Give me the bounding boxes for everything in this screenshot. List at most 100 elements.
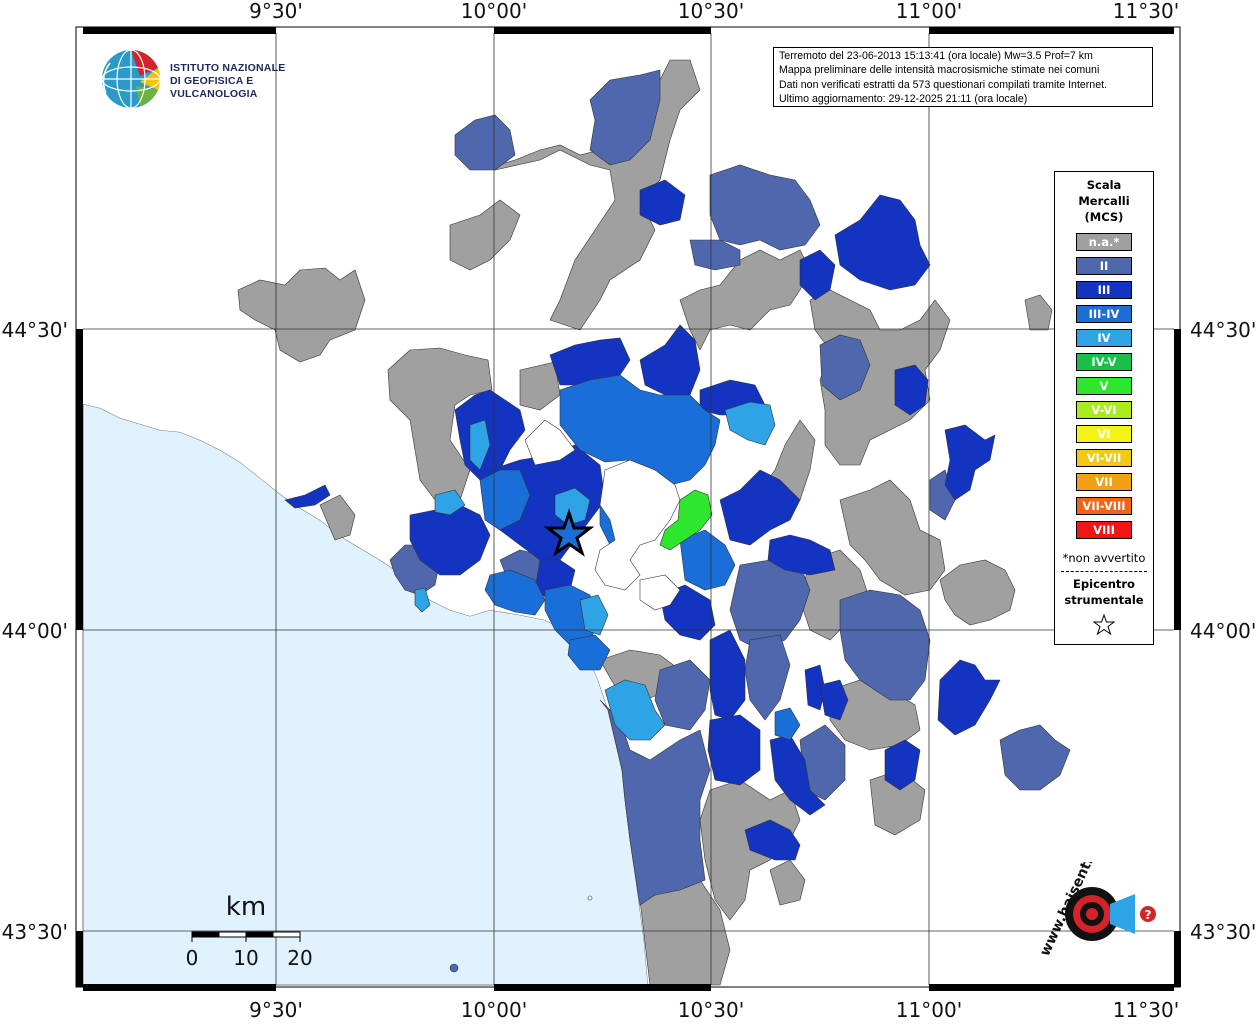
area-III-ne (834, 194, 931, 291)
legend-note: *non avvertito (1062, 551, 1146, 565)
area-na-coast-w (319, 494, 356, 541)
area-III-w-coast (284, 484, 331, 509)
top-label-3: 10°30' (678, 0, 744, 23)
area-II-c2 (654, 659, 711, 731)
legend-title-line2: Mercalli (1078, 194, 1130, 208)
area-III-s2 (769, 734, 826, 816)
area-IV-w1 (469, 419, 491, 471)
no-data-holes (524, 419, 681, 611)
legend-item: VI (1076, 425, 1132, 443)
right-label-3: 43°30' (1190, 920, 1256, 944)
scale-tick-0: 0 (186, 946, 199, 970)
area-III-e-center (719, 469, 801, 546)
legend-item: V (1076, 377, 1132, 395)
graticule (83, 33, 1174, 985)
ingv-logo-line2: DI GEOFISICA E VULCANOLOGIA (170, 75, 258, 100)
map-frame (75, 26, 1181, 991)
area-na-e3 (939, 559, 1016, 626)
legend-item: n.a.* (1076, 233, 1132, 251)
left-label-1: 44°30' (2, 318, 68, 342)
area-IV-w2 (434, 489, 466, 516)
island-marker (449, 963, 459, 973)
area-III-e1 (894, 364, 929, 416)
legend-item: IV-V (1076, 353, 1132, 371)
legend-item: VII (1076, 473, 1132, 491)
area-III-e2 (944, 424, 996, 501)
right-label-2: 44°00' (1190, 619, 1256, 643)
area-III-se2 (937, 659, 1001, 736)
area-III-e-center2 (767, 534, 836, 576)
legend-epicenter-line1: Epicentro (1073, 577, 1135, 591)
bottom-label-3: 10°30' (678, 998, 744, 1022)
legend-items: n.a.* II III III-IV IV IV-V V V-VI VI VI-VII VII VI… (1055, 233, 1153, 539)
legend-title-line1: Scala (1086, 178, 1122, 192)
bottom-label-1: 9°30' (249, 998, 303, 1022)
area-III-s1 (707, 714, 761, 786)
area-na-ne1 (679, 249, 811, 351)
scale-tick-20: 20 (287, 946, 312, 970)
area-IV-coast (414, 587, 431, 613)
scale-bar: km 0 10 20 (186, 892, 313, 970)
area-III-s3 (744, 819, 801, 861)
area-II-far-e (999, 724, 1071, 791)
area-III-se1 (884, 739, 921, 791)
area-IV-s2 (579, 594, 609, 636)
event-info-box: Terremoto del 23-06-2013 15:13:41 (ora l… (773, 47, 1153, 107)
legend-item: III (1076, 281, 1132, 299)
area-II-coast-s (599, 699, 711, 906)
area-na-nw (449, 199, 521, 271)
municipality-polygons (237, 59, 1071, 986)
area-IV-s (604, 679, 666, 741)
legend-item: III-IV (1076, 305, 1132, 323)
area-na-center-n (519, 361, 561, 411)
bottom-label-5: 11°30' (1113, 998, 1179, 1022)
legend-item: II (1076, 257, 1132, 275)
epicenter-star (543, 508, 595, 557)
legend-item: V-VI (1076, 401, 1132, 419)
scale-tick-10: 10 (233, 946, 258, 970)
right-label-1: 44°30' (1190, 318, 1256, 342)
legend-epicenter-line2: strumentale (1064, 593, 1144, 607)
area-IV-n (724, 401, 776, 446)
area-na-w2 (387, 347, 493, 501)
area-III-IV-s (567, 634, 611, 671)
hsit-logo-icon: ? www.haisentitoilterremoto.it (1037, 744, 1156, 959)
hole-1 (524, 419, 576, 466)
left-label-3: 43°30' (2, 920, 68, 944)
ingv-logo: ISTITUTO NAZIONALE DI GEOFISICA E VULCAN… (100, 48, 310, 109)
area-IV-center (554, 487, 591, 526)
scale-bar-unit: km (226, 892, 266, 922)
area-na-w1 (237, 267, 366, 363)
area-na-s3 (769, 859, 806, 906)
area-II-s1 (744, 634, 791, 721)
ingv-logo-line1: ISTITUTO NAZIONALE (170, 62, 286, 74)
area-II-se-big (839, 589, 931, 701)
area-na-e2 (839, 479, 946, 596)
legend-item: VII-VIII (1076, 497, 1132, 515)
top-label-5: 11°30' (1113, 0, 1179, 23)
area-V-center (659, 489, 713, 551)
top-label-1: 9°30' (249, 0, 303, 23)
event-info-line1: Terremoto del 23-06-2013 15:13:41 (ora l… (779, 50, 1093, 62)
event-info-line3: Dati non verificati estratti da 573 ques… (779, 78, 1107, 91)
area-III-n-center (549, 337, 631, 386)
hsit-logo: ? www.haisentitoilterremoto.it (1030, 744, 1170, 982)
area-II-ne2 (689, 239, 741, 271)
hole-3 (639, 574, 681, 611)
hole-2 (594, 459, 681, 591)
legend-separator (1061, 571, 1147, 572)
area-III-north (639, 179, 686, 226)
top-label-2: 10°00' (461, 0, 527, 23)
ingv-globe-icon (101, 49, 161, 109)
legend-title-line3: (MCS) (1084, 210, 1124, 224)
area-II-e1 (819, 334, 871, 401)
area-III-s-small (819, 679, 849, 721)
area-III-IV-north-big (559, 374, 721, 486)
event-info-line4: Ultimo aggiornamento: 29-12-2025 21:11 (… (779, 93, 1028, 106)
legend-title: Scala Mercalli (MCS) (1055, 177, 1153, 225)
top-label-4: 11°00' (896, 0, 962, 23)
area-III-IV-e (679, 529, 736, 591)
mcs-legend: Scala Mercalli (MCS) n.a.* II III III-IV IV I… (1054, 171, 1154, 645)
